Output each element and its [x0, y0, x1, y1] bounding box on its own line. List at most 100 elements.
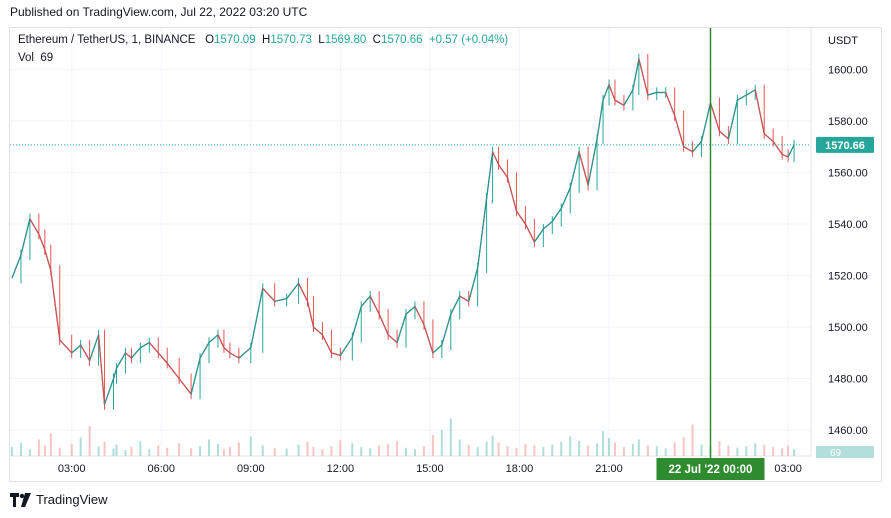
volume-bar	[560, 441, 563, 456]
x-tick-label: 21:00	[595, 463, 623, 475]
volume-bar	[754, 443, 757, 456]
volume-bar	[330, 446, 333, 456]
volume-bar	[222, 449, 225, 456]
volume-bar	[97, 446, 100, 456]
volume-bar	[772, 447, 775, 456]
volume-bar	[646, 445, 649, 456]
volume-bar	[19, 442, 22, 456]
price-segment	[148, 342, 159, 354]
price-segment	[140, 342, 150, 349]
high-value: 1570.73	[270, 34, 312, 46]
price-segment	[719, 130, 729, 140]
x-tick-label: 18:00	[506, 463, 534, 475]
y-tick-label: 1480.00	[828, 374, 868, 386]
change-value: +0.57 (+0.04%)	[428, 34, 509, 46]
price-segment	[378, 313, 389, 336]
volume-bar	[306, 441, 309, 456]
price-segment	[772, 141, 783, 155]
brand-name: TradingView	[36, 492, 108, 507]
volume-bar	[602, 431, 605, 456]
volume-bar	[682, 437, 685, 456]
volume-bar	[157, 445, 160, 456]
symbol-name[interactable]: Ethereum / TetherUS, 1, BINANCE	[18, 34, 196, 46]
price-segment	[737, 94, 747, 101]
volume-bar	[396, 441, 399, 456]
volume-bar	[112, 448, 115, 456]
volume-bar	[178, 443, 181, 456]
volume-bar	[49, 433, 52, 456]
volume-bar	[190, 448, 193, 456]
price-segment	[450, 295, 461, 315]
price-segment	[405, 306, 416, 315]
price-segment	[674, 115, 685, 147]
price-segment	[38, 234, 46, 250]
price-segment	[208, 334, 219, 344]
price-segment	[360, 295, 371, 307]
y-tick-label: 1540.00	[828, 219, 868, 231]
price-segment	[551, 208, 562, 222]
price-segment	[414, 306, 425, 325]
volume-bar	[28, 449, 31, 456]
price-segment	[130, 347, 141, 359]
price-segment	[331, 352, 341, 357]
volume-bar	[139, 441, 142, 456]
volume-bar	[691, 424, 694, 456]
volume-bar	[497, 442, 500, 456]
chart-frame	[9, 27, 882, 482]
close-label: C	[372, 34, 381, 46]
price-segment	[746, 89, 756, 96]
volume-bar	[43, 445, 46, 456]
volume-bar	[718, 441, 721, 456]
volume-bar	[228, 447, 231, 456]
price-segment	[387, 334, 398, 344]
volume-bar	[413, 449, 416, 456]
volume-bar	[793, 449, 796, 456]
price-segment	[781, 153, 789, 158]
tradingview-brand[interactable]: TradingView	[10, 492, 108, 507]
price-segment	[238, 347, 252, 359]
y-tick-label: 1460.00	[828, 425, 868, 437]
price-segment	[313, 326, 323, 336]
volume-bar	[596, 443, 599, 456]
x-tick-label: 15:00	[416, 463, 444, 475]
price-segment	[623, 89, 634, 106]
volume-bar	[449, 418, 452, 456]
price-segment	[614, 99, 625, 106]
volume-bar	[608, 438, 610, 456]
price-segment	[683, 146, 693, 153]
volume-bar	[378, 445, 381, 456]
price-segment	[692, 141, 702, 153]
volume-bar	[208, 439, 211, 456]
volume-bar	[148, 449, 151, 456]
volume-bar	[103, 441, 106, 456]
volume-bar	[476, 447, 479, 456]
volume-bar	[124, 450, 127, 456]
volume-bar	[491, 435, 494, 456]
price-segment	[638, 58, 649, 96]
price-segment	[560, 187, 571, 209]
volume-bar	[312, 447, 315, 456]
volume-bar	[587, 445, 590, 456]
volume-bar	[485, 441, 488, 456]
volume-label: Vol	[18, 52, 34, 64]
y-tick-label: 1600.00	[828, 64, 868, 76]
volume-bar	[542, 447, 545, 456]
y-tick-label: 1520.00	[828, 271, 868, 283]
price-segment	[468, 267, 479, 302]
volume-bar	[637, 439, 640, 456]
high-label: H	[262, 34, 271, 46]
price-segment	[157, 352, 168, 364]
price-segment	[44, 249, 52, 271]
price-segment	[103, 378, 115, 405]
price-segment	[223, 347, 231, 354]
volume-bar	[216, 444, 219, 456]
published-caption: Published on TradingView.com, Jul 22, 20…	[10, 5, 308, 19]
price-segment	[763, 133, 774, 142]
price-segment	[286, 282, 300, 300]
volume-bar	[515, 447, 518, 456]
y-tick-label: 1560.00	[828, 167, 868, 179]
volume-bar	[360, 447, 363, 456]
volume-bar	[655, 446, 658, 456]
volume-badge	[816, 446, 874, 458]
